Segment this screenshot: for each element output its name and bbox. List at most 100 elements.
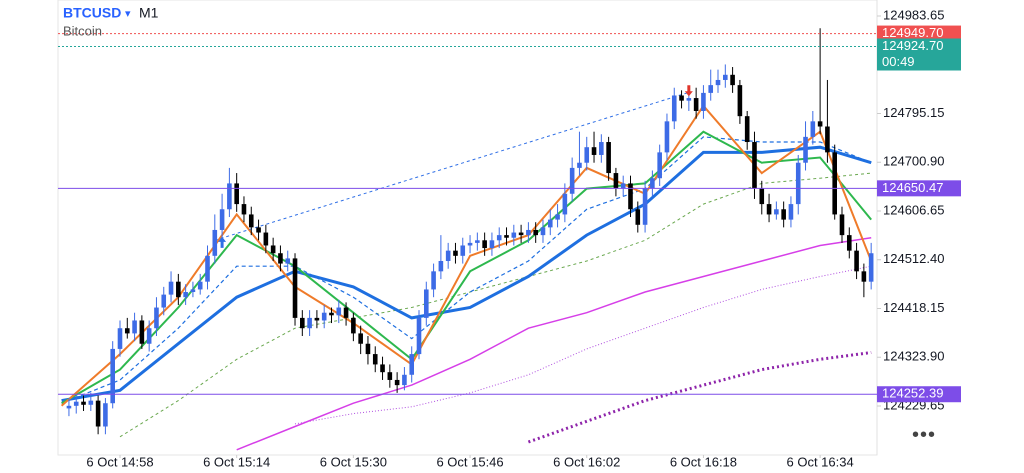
candle-body [540,227,546,236]
candle-body [817,121,823,127]
candle-body [664,121,670,153]
price-label-box [877,180,961,197]
candle-body [591,147,597,155]
price-label: 124252.39 [882,386,943,401]
candle-body [380,364,385,373]
more-menu[interactable]: ••• [912,424,937,446]
candle-body [416,317,422,355]
candle-body [642,188,648,225]
countdown-box [877,54,961,71]
candle-body [489,240,495,249]
moving-average [119,172,872,438]
timeframe[interactable]: M1 [139,5,159,21]
candle-body [715,79,721,86]
candle-body [321,312,327,321]
moving-average [60,104,873,407]
candle-body [620,183,626,189]
candle-body [314,317,320,321]
trend-line [214,91,689,241]
x-tick-label: 6 Oct 16:18 [670,454,737,469]
candle-body [190,289,196,293]
x-tick-label: 6 Oct 15:46 [436,454,503,469]
candle-body [504,235,509,238]
candle-body [467,242,473,246]
plot-area [57,0,878,456]
candle-body [846,235,852,251]
candle-body [351,317,356,334]
candle-body [212,229,218,256]
candle-body [635,209,641,225]
signal-arrow [218,236,227,248]
moving-average [236,236,872,451]
candle-body [278,253,283,264]
candle-body [555,214,560,220]
moving-average [61,136,872,404]
candle-body [431,271,436,290]
candle-body [650,178,655,189]
candle-body [81,401,86,405]
candle-body [562,193,568,215]
candle-body [460,245,466,256]
x-tick-label: 6 Oct 14:58 [86,454,153,469]
x-tick-label: 6 Oct 16:34 [787,454,854,469]
candle-body [423,289,429,318]
candle-body [475,240,480,243]
price-label: 124650.47 [882,180,943,195]
candle-body [861,271,867,282]
candle-body [854,250,859,272]
candle-body [584,147,590,163]
candle-body [708,85,714,93]
candle-body [124,328,130,334]
candle-body [394,379,400,386]
candle-body [533,229,538,236]
moving-average [61,130,872,405]
candle-body [701,92,706,111]
candle-body [737,85,743,117]
candle-body [197,281,203,290]
candle-body [307,317,312,329]
y-tick-label: 124512.40 [883,251,944,266]
candle-body [795,162,801,205]
description: Bitcoin [63,23,102,38]
candle-body [438,260,444,272]
candle-body [759,188,765,205]
candle-body [686,98,692,101]
candle-body [547,219,553,228]
candle-body [752,142,757,189]
axis: 124983.65 124795.15 124700.90 124606.65 1245… [86,7,961,469]
candle-body [606,142,611,174]
candle-body [679,95,684,101]
candle-body [482,240,487,249]
candle-body [103,403,108,427]
candle-body [511,232,517,238]
candle-body [292,258,298,318]
candle-body [744,116,750,143]
candle-body [788,204,794,220]
candle-body [657,152,662,179]
candle-body [66,405,72,409]
price-label: 124949.70 [882,25,943,40]
symbol[interactable]: BTCUSD [63,5,121,21]
candle-body [176,281,181,298]
candle-body [825,126,830,153]
candle-body [234,183,239,205]
candle-body [409,354,415,375]
candle-body [219,209,225,230]
candle-body [205,255,210,282]
candle-body [766,204,772,215]
candle-body [810,121,816,137]
candle-body [285,258,291,264]
candle-body [577,162,582,168]
candle-body [95,400,101,427]
candle-body [139,320,145,344]
candle-body [839,214,845,236]
candle-body [263,232,269,246]
price-label-box [877,25,961,42]
candle-body [146,328,152,344]
y-tick-label: 124418.15 [883,300,944,315]
y-tick-label: 124606.65 [883,202,944,217]
candle-body [518,232,524,236]
symbol-dropdown[interactable]: ▾ [125,8,131,20]
countdown: 00:49 [882,54,915,69]
